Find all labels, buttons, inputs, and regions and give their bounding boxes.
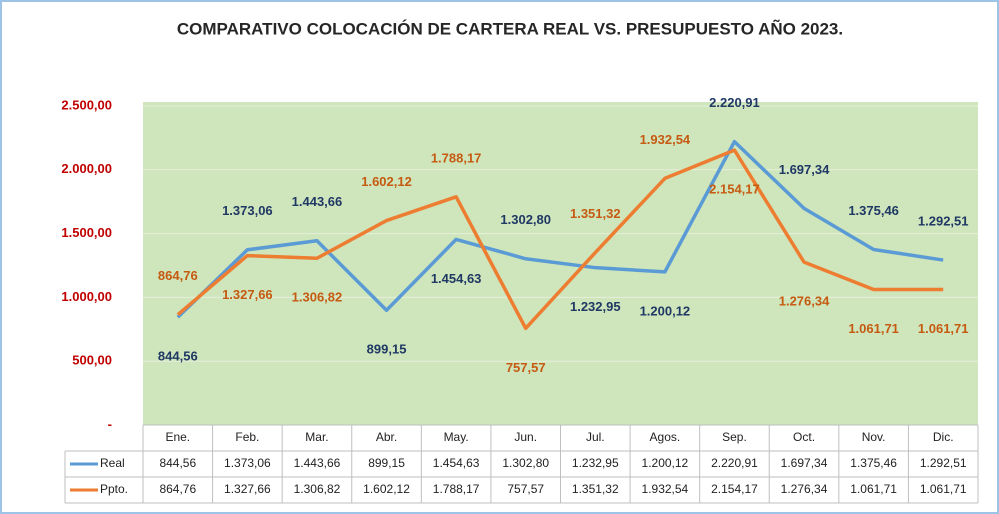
table-value: 864,76 bbox=[159, 482, 196, 496]
data-label: 1.200,12 bbox=[640, 303, 691, 318]
x-tick-label: Nov. bbox=[862, 430, 886, 444]
y-tick-label: - bbox=[108, 416, 112, 431]
data-label: 864,76 bbox=[158, 268, 198, 283]
x-tick-label: Ene. bbox=[165, 430, 190, 444]
series-line bbox=[176, 148, 944, 331]
x-tick-label: May. bbox=[444, 430, 469, 444]
series-line bbox=[176, 139, 944, 319]
x-tick-label: Sep. bbox=[722, 430, 747, 444]
y-tick-label: 500,00 bbox=[72, 353, 112, 368]
table-value: 844,56 bbox=[159, 456, 196, 470]
data-label: 2.154,17 bbox=[709, 182, 760, 197]
table-value: 1.292,51 bbox=[920, 456, 967, 470]
data-label: 1.373,06 bbox=[222, 203, 273, 218]
table-value: 1.200,12 bbox=[642, 456, 689, 470]
table-value: 1.375,46 bbox=[850, 456, 897, 470]
data-label: 1.327,66 bbox=[222, 287, 273, 302]
x-tick-label: Dic. bbox=[933, 430, 954, 444]
x-tick-label: Feb. bbox=[235, 430, 259, 444]
data-label: 1.302,80 bbox=[500, 212, 551, 227]
x-tick-label: Mar. bbox=[305, 430, 328, 444]
table-value: 2.154,17 bbox=[711, 482, 758, 496]
table-value: 1.306,82 bbox=[294, 482, 341, 496]
x-tick-label: Agos. bbox=[650, 430, 681, 444]
data-label: 1.697,34 bbox=[779, 162, 830, 177]
table-value: 1.232,95 bbox=[572, 456, 619, 470]
table-value: 1.302,80 bbox=[502, 456, 549, 470]
data-label: 1.276,34 bbox=[779, 294, 830, 309]
data-label: 1.788,17 bbox=[431, 150, 482, 165]
table-value: 899,15 bbox=[368, 456, 405, 470]
data-label: 1.602,12 bbox=[361, 174, 412, 189]
table-value: 1.373,06 bbox=[224, 456, 271, 470]
table-value: 1.061,71 bbox=[920, 482, 967, 496]
data-label: 1.292,51 bbox=[918, 214, 969, 229]
data-label: 1.061,71 bbox=[848, 321, 899, 336]
chart-title: COMPARATIVO COLOCACIÓN DE CARTERA REAL V… bbox=[177, 18, 843, 38]
data-label: 1.351,32 bbox=[570, 206, 621, 221]
legend-label: Real bbox=[100, 456, 125, 470]
data-label: 1.454,63 bbox=[431, 271, 482, 286]
legend-label: Ppto. bbox=[100, 482, 128, 496]
x-tick-label: Jul. bbox=[586, 430, 605, 444]
table-value: 2.220,91 bbox=[711, 456, 758, 470]
data-label: 1.306,82 bbox=[292, 290, 343, 305]
data-label: 1.443,66 bbox=[292, 194, 343, 209]
data-label: 1.061,71 bbox=[918, 321, 969, 336]
table-value: 1.602,12 bbox=[363, 482, 410, 496]
data-label: 1.232,95 bbox=[570, 299, 621, 314]
data-label: 2.220,91 bbox=[709, 95, 760, 110]
data-label: 757,57 bbox=[506, 360, 546, 375]
data-label: 899,15 bbox=[367, 342, 407, 357]
table-value: 1.788,17 bbox=[433, 482, 480, 496]
y-tick-label: 1.500,00 bbox=[61, 225, 112, 240]
data-label: 1.375,46 bbox=[848, 203, 899, 218]
table-value: 1.932,54 bbox=[642, 482, 689, 496]
table-value: 1.443,66 bbox=[294, 456, 341, 470]
table-value: 1.061,71 bbox=[850, 482, 897, 496]
data-label: 844,56 bbox=[158, 349, 198, 364]
table-value: 1.351,32 bbox=[572, 482, 619, 496]
x-tick-label: Oct. bbox=[793, 430, 815, 444]
x-tick-label: Abr. bbox=[376, 430, 397, 444]
table-value: 1.697,34 bbox=[781, 456, 828, 470]
y-tick-label: 2.000,00 bbox=[61, 161, 112, 176]
table-value: 1.276,34 bbox=[781, 482, 828, 496]
table-value: 1.327,66 bbox=[224, 482, 271, 496]
data-label: 1.932,54 bbox=[640, 132, 691, 147]
y-tick-label: 1.000,00 bbox=[61, 289, 112, 304]
y-tick-label: 2.500,00 bbox=[61, 97, 112, 112]
x-tick-label: Jun. bbox=[514, 430, 537, 444]
table-value: 757,57 bbox=[507, 482, 544, 496]
table-value: 1.454,63 bbox=[433, 456, 480, 470]
